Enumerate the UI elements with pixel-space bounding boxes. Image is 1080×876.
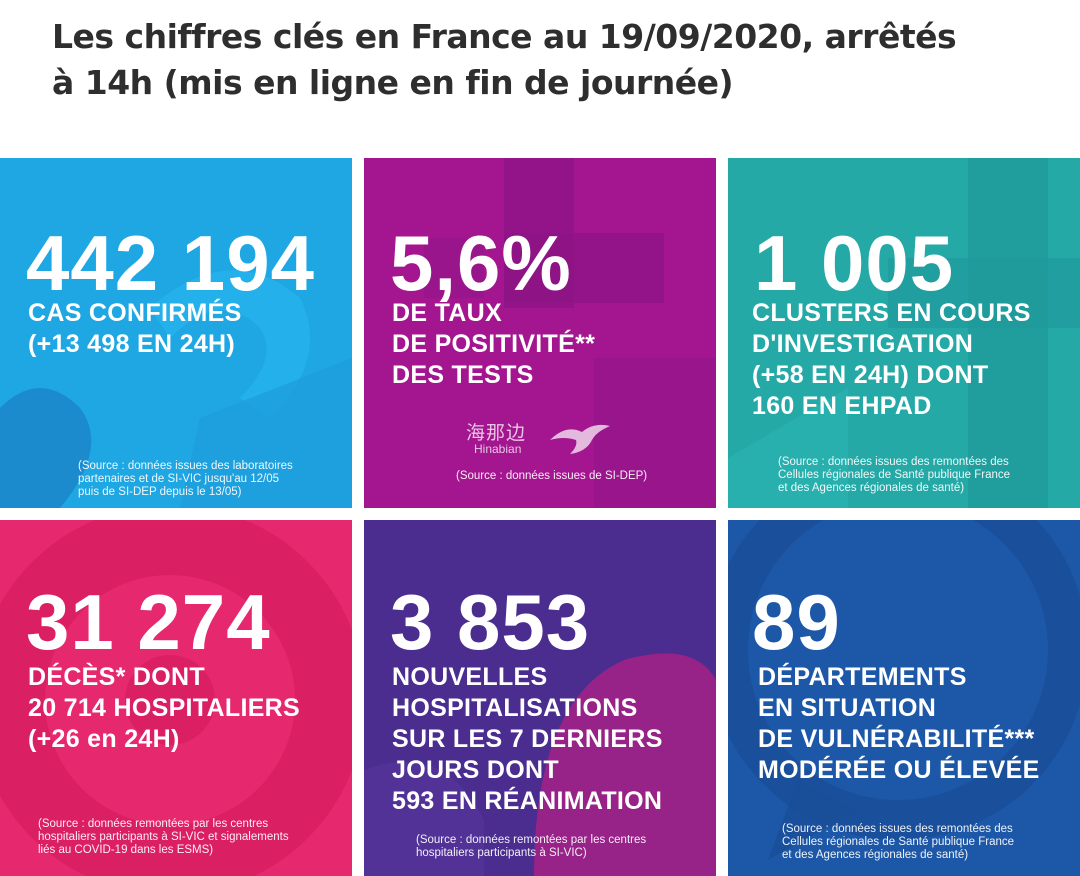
tile-background-pattern [0, 520, 352, 876]
desc-line: CAS CONFIRMÉS [28, 299, 242, 327]
desc-line: DE TAUX [392, 299, 502, 327]
tile-background-pattern [728, 158, 1080, 508]
clusters-description: CLUSTERS EN COURS D'INVESTIGATION (+58 E… [752, 298, 1031, 422]
source-line: Cellules régionales de Santé publique Fr… [778, 469, 1011, 481]
departments-description: DÉPARTEMENTS EN SITUATION DE VULNÉRABILI… [758, 662, 1040, 786]
tile-departments: 89 DÉPARTEMENTS EN SITUATION DE VULNÉRAB… [728, 520, 1080, 876]
desc-line: 160 EN EHPAD [752, 392, 932, 420]
source-line: (Source : données remontées par les cent… [38, 818, 269, 830]
desc-line: (+13 498 EN 24H) [28, 330, 235, 358]
desc-line: (+58 EN 24H) DONT [752, 361, 989, 389]
deaths-description: DÉCÈS* DONT 20 714 HOSPITALIERS (+26 en … [28, 662, 300, 755]
page-title: Les chiffres clés en France au 19/09/202… [52, 14, 1052, 106]
tile-background-pattern [424, 158, 716, 508]
cases-value: 442 194 [26, 219, 315, 307]
clusters-source: (Source : données issues des remontées d… [778, 456, 1010, 495]
tile-hospitalisations: 3 853 NOUVELLES HOSPITALISATIONS SUR LES… [364, 520, 716, 876]
source-line: hospitaliers participants à SI-VIC) [416, 847, 587, 859]
desc-line: EN SITUATION [758, 694, 937, 722]
title-line-1: Les chiffres clés en France au 19/09/202… [52, 17, 957, 56]
desc-line: D'INVESTIGATION [752, 330, 974, 358]
positivity-description: DE TAUX DE POSITIVITÉ** DES TESTS [392, 298, 595, 391]
desc-line: DE VULNÉRABILITÉ*** [758, 725, 1035, 753]
tile-clusters: 1 005 CLUSTERS EN COURS D'INVESTIGATION … [728, 158, 1080, 508]
source-line: (Source : données issues des remontées d… [778, 456, 1009, 468]
hinabian-watermark: 海那边 Hinabian [466, 418, 626, 462]
tile-deaths: 31 274 DÉCÈS* DONT 20 714 HOSPITALIERS (… [0, 520, 352, 876]
desc-line: HOSPITALISATIONS [392, 694, 638, 722]
source-line: et des Agences régionales de santé) [782, 849, 969, 861]
desc-line: DÉPARTEMENTS [758, 663, 967, 691]
title-line-2: à 14h (mis en ligne en fin de journée) [52, 63, 734, 102]
cases-source: (Source : données issues des laboratoire… [78, 460, 293, 499]
watermark-en: Hinabian [474, 442, 522, 456]
watermark-cn: 海那边 [466, 422, 527, 444]
positivity-source: (Source : données issues de SI-DEP) [456, 470, 647, 483]
source-line: puis de SI-DEP depuis le 13/05) [78, 486, 242, 498]
tile-confirmed-cases: 442 194 CAS CONFIRMÉS (+13 498 EN 24H) (… [0, 158, 352, 508]
source-line: partenaires et de SI-VIC jusqu'au 12/05 [78, 473, 280, 485]
tile-background-pattern [0, 270, 352, 508]
desc-line: (+26 en 24H) [28, 725, 180, 753]
departments-value: 89 [752, 578, 841, 666]
desc-line: CLUSTERS EN COURS [752, 299, 1031, 327]
source-line: et des Agences régionales de santé) [778, 482, 965, 494]
source-line: (Source : données issues de SI-DEP) [456, 470, 648, 482]
departments-source: (Source : données issues des remontées d… [782, 823, 1014, 862]
source-line: (Source : données issues des laboratoire… [78, 460, 293, 472]
desc-line: SUR LES 7 DERNIERS [392, 725, 663, 753]
hospitalisations-source: (Source : données remontées par les cent… [416, 834, 646, 860]
source-line: Cellules régionales de Santé publique Fr… [782, 836, 1015, 848]
hospitalisations-description: NOUVELLES HOSPITALISATIONS SUR LES 7 DER… [392, 662, 663, 817]
desc-line: JOURS DONT [392, 756, 559, 784]
hospitalisations-value: 3 853 [390, 578, 591, 666]
source-line: (Source : données remontées par les cent… [416, 834, 647, 846]
swallow-logo-icon [550, 424, 610, 454]
desc-line: DE POSITIVITÉ** [392, 330, 596, 358]
source-line: hospitaliers participants à SI-VIC et si… [38, 831, 289, 843]
deaths-value: 31 274 [26, 578, 271, 666]
source-line: liés au COVID-19 dans les ESMS) [38, 844, 214, 856]
positivity-value: 5,6% [390, 219, 572, 307]
deaths-source: (Source : données remontées par les cent… [38, 818, 289, 857]
desc-line: 593 EN RÉANIMATION [392, 787, 663, 815]
clusters-value: 1 005 [754, 219, 955, 307]
desc-line: DÉCÈS* DONT [28, 663, 205, 691]
source-line: (Source : données issues des remontées d… [782, 823, 1013, 835]
desc-line: DES TESTS [392, 361, 534, 389]
cases-description: CAS CONFIRMÉS (+13 498 EN 24H) [28, 298, 242, 360]
desc-line: NOUVELLES [392, 663, 548, 691]
tile-positivity-rate: 5,6% DE TAUX DE POSITIVITÉ** DES TESTS (… [364, 158, 716, 508]
tile-background-pattern [364, 653, 716, 876]
desc-line: MODÉRÉE OU ÉLEVÉE [758, 756, 1040, 784]
tile-background-pattern [728, 520, 1080, 860]
desc-line: 20 714 HOSPITALIERS [28, 694, 300, 722]
